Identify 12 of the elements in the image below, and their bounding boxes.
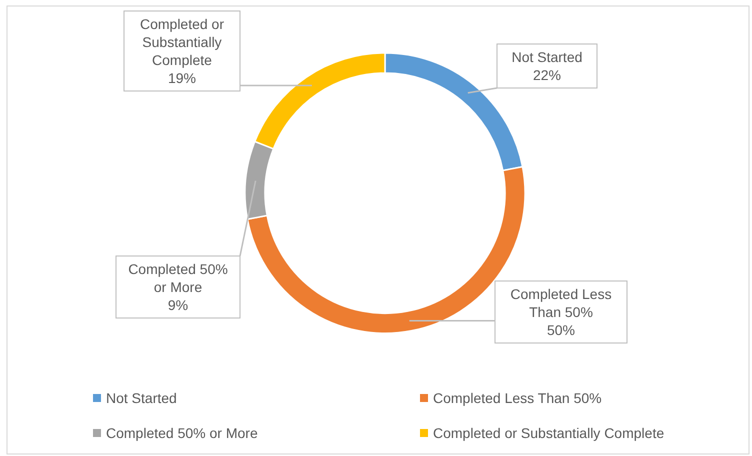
data-label: 9%	[168, 297, 188, 313]
data-label: 19%	[168, 70, 196, 86]
legend-label: Completed or Substantially Complete	[433, 425, 664, 441]
legend-label: Completed 50% or More	[106, 425, 258, 441]
legend-label: Not Started	[106, 390, 177, 406]
slice-label: Completed or Substantially Complete	[140, 16, 224, 68]
slice-label: Completed Less Than 50%	[510, 286, 612, 320]
slice-label: Not Started	[512, 49, 582, 65]
data-label: 22%	[532, 67, 562, 83]
slice-label: Completed 50% or More	[128, 261, 228, 295]
data-label: 50%	[546, 322, 576, 338]
legend-label: Completed Less Than 50%	[433, 390, 602, 406]
